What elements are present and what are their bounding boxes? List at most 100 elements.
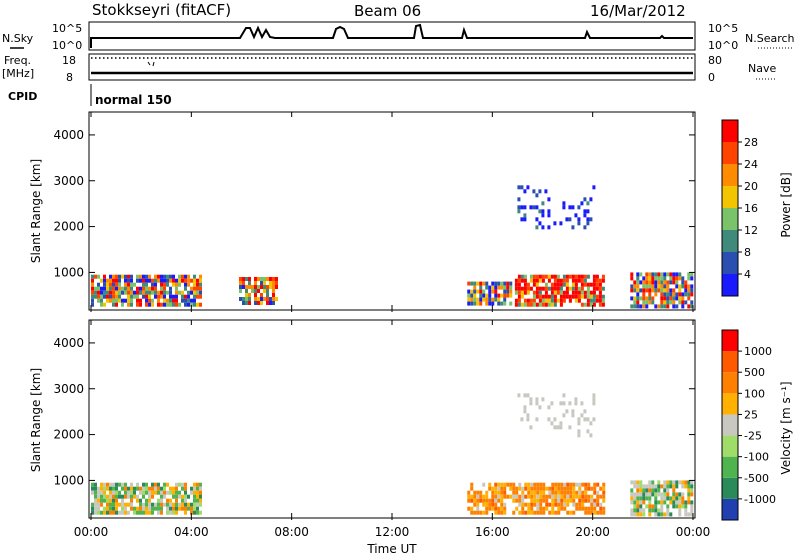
data-cell	[589, 298, 593, 303]
data-cell	[157, 482, 160, 487]
data-cell	[124, 506, 127, 511]
data-cell	[199, 294, 202, 299]
data-cell	[142, 506, 145, 511]
data-cell	[553, 290, 557, 295]
data-cell	[106, 282, 109, 287]
data-cell	[196, 286, 199, 291]
data-cell	[592, 294, 596, 299]
data-cell	[485, 281, 489, 286]
data-cell	[642, 292, 646, 297]
data-cell	[151, 286, 154, 291]
data-cell	[598, 298, 602, 303]
data-cell	[684, 504, 688, 509]
data-cell	[514, 278, 518, 283]
data-cell	[663, 292, 667, 297]
data-cell	[687, 488, 691, 493]
data-cell	[118, 510, 121, 515]
data-cell	[199, 502, 202, 507]
data-cell	[124, 490, 127, 495]
data-cell	[184, 294, 187, 299]
data-cell	[112, 494, 115, 499]
data-cell	[193, 498, 196, 503]
data-cell	[678, 480, 682, 485]
data-cell	[535, 302, 539, 307]
data-cell	[639, 280, 643, 285]
data-cell	[551, 506, 555, 511]
data-cell	[151, 486, 154, 491]
data-cell	[497, 494, 501, 499]
data-cell	[536, 486, 540, 491]
colorbar-tick-label: 12	[744, 224, 758, 237]
data-cell	[651, 488, 655, 493]
data-cell	[166, 490, 169, 495]
data-cell	[599, 494, 603, 499]
data-cell	[690, 492, 694, 497]
data-cell	[103, 294, 106, 299]
data-cell	[196, 498, 199, 503]
data-cell	[274, 277, 278, 281]
freq-top-tick: 18	[62, 54, 76, 67]
data-cell	[630, 480, 634, 485]
data-cell	[687, 512, 691, 517]
data-cell	[199, 290, 202, 295]
data-cell	[115, 494, 118, 499]
data-cell	[160, 302, 163, 307]
data-cell	[592, 397, 596, 402]
data-cell	[639, 492, 643, 497]
data-cell	[681, 284, 685, 289]
data-cell	[553, 298, 557, 303]
data-cell	[512, 482, 516, 487]
data-cell	[517, 282, 521, 287]
data-cell	[259, 293, 263, 297]
data-cell	[559, 278, 563, 283]
data-cell	[265, 293, 269, 297]
data-cell	[560, 502, 564, 507]
data-cell	[669, 500, 673, 505]
data-cell	[160, 282, 163, 287]
data-cell	[109, 482, 112, 487]
data-cell	[539, 498, 543, 503]
data-cell	[118, 490, 121, 495]
data-cell	[187, 290, 190, 295]
data-cell	[666, 508, 670, 513]
data-cell	[556, 298, 560, 303]
data-cell	[642, 288, 646, 293]
data-cell	[651, 484, 655, 489]
data-cell	[517, 294, 521, 299]
data-cell	[681, 500, 685, 505]
data-cell	[530, 506, 534, 511]
data-cell	[184, 494, 187, 499]
data-cell	[583, 225, 587, 230]
data-cell	[247, 277, 251, 281]
data-cell	[139, 510, 142, 515]
data-cell	[547, 209, 551, 214]
data-cell	[124, 486, 127, 491]
data-cell	[124, 290, 127, 295]
data-cell	[584, 486, 588, 491]
data-cell	[651, 284, 655, 289]
data-cell	[557, 486, 561, 491]
data-cell	[163, 278, 166, 283]
data-cell	[467, 281, 471, 286]
data-cell	[253, 301, 257, 305]
data-cell	[139, 278, 142, 283]
data-cell	[175, 482, 178, 487]
data-cell	[94, 498, 97, 503]
data-cell	[672, 304, 676, 309]
data-cell	[130, 278, 133, 283]
data-cell	[163, 490, 166, 495]
data-cell	[551, 502, 555, 507]
data-cell	[593, 506, 597, 511]
data-cell	[488, 285, 492, 290]
data-cell	[574, 286, 578, 291]
data-cell	[172, 278, 175, 283]
data-cell	[482, 510, 486, 515]
data-cell	[657, 484, 661, 489]
data-cell	[663, 284, 667, 289]
data-cell	[491, 486, 495, 491]
data-cell	[166, 510, 169, 515]
data-cell	[520, 294, 524, 299]
data-cell	[148, 298, 151, 303]
data-cell	[148, 302, 151, 307]
data-cell	[574, 298, 578, 303]
